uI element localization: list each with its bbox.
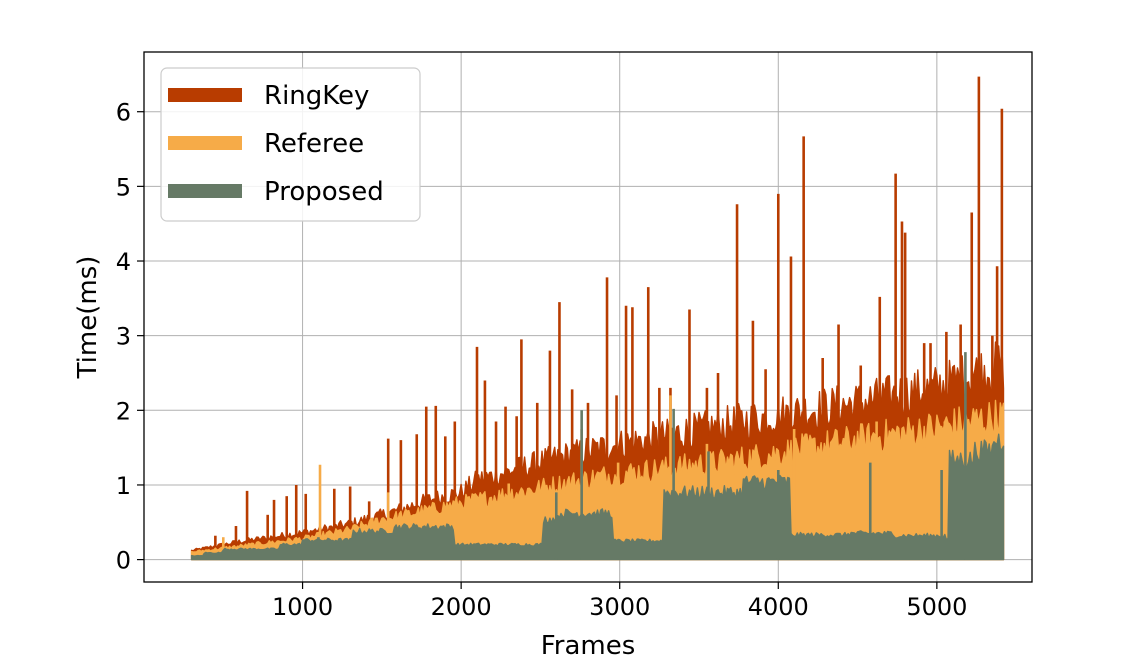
legend-box <box>160 67 421 222</box>
plot-frame <box>143 51 1033 583</box>
series-area <box>190 399 1005 561</box>
legend-swatch <box>168 184 242 198</box>
legend: RingKey Referee Proposed <box>160 67 421 222</box>
y-tick-label: 5 <box>116 173 131 201</box>
legend-swatch <box>168 136 242 150</box>
legend-label: Referee <box>264 129 364 159</box>
x-tick-label: 3000 <box>589 593 650 621</box>
x-axis-label: Frames <box>541 631 636 658</box>
ticks: 1000 2000 3000 4000 5000 0 1 2 3 4 5 6 <box>116 99 968 621</box>
legend-swatch <box>168 88 242 102</box>
series-proposed <box>190 352 1005 561</box>
y-tick-label: 0 <box>116 547 131 575</box>
legend-label: RingKey <box>264 81 369 111</box>
y-tick-label: 3 <box>116 323 131 351</box>
series-layer <box>190 76 1005 561</box>
x-tick-label: 2000 <box>431 593 492 621</box>
x-tick-label: 4000 <box>748 593 809 621</box>
y-tick-label: 1 <box>116 472 131 500</box>
y-axis-label: Time(ms) <box>73 256 103 380</box>
y-tick-label: 2 <box>116 397 131 425</box>
y-tick-label: 4 <box>116 248 131 276</box>
y-tick-label: 6 <box>116 99 131 127</box>
x-tick-label: 1000 <box>272 593 333 621</box>
x-tick-label: 5000 <box>906 593 967 621</box>
legend-label: Proposed <box>264 177 384 207</box>
